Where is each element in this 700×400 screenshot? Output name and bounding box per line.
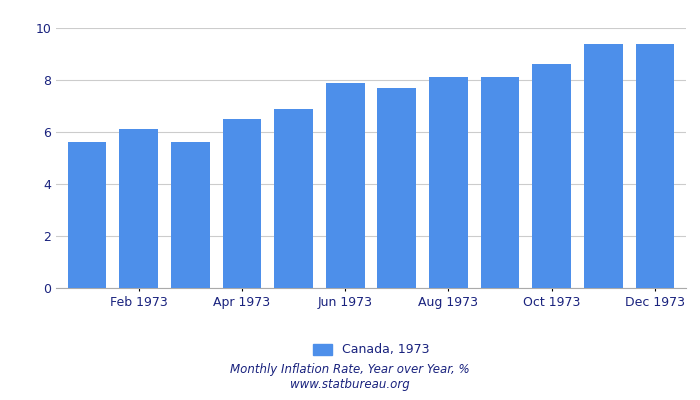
Bar — [377, 88, 416, 288]
Bar — [429, 77, 468, 288]
Bar — [533, 64, 571, 288]
Bar — [119, 129, 158, 288]
Text: www.statbureau.org: www.statbureau.org — [290, 378, 410, 391]
Legend: Canada, 1973: Canada, 1973 — [308, 338, 434, 362]
Bar — [481, 77, 519, 288]
Bar — [68, 142, 106, 288]
Bar — [636, 44, 674, 288]
Bar — [171, 142, 209, 288]
Bar — [274, 108, 313, 288]
Bar — [223, 119, 261, 288]
Text: Monthly Inflation Rate, Year over Year, %: Monthly Inflation Rate, Year over Year, … — [230, 364, 470, 376]
Bar — [326, 82, 365, 288]
Bar — [584, 44, 623, 288]
